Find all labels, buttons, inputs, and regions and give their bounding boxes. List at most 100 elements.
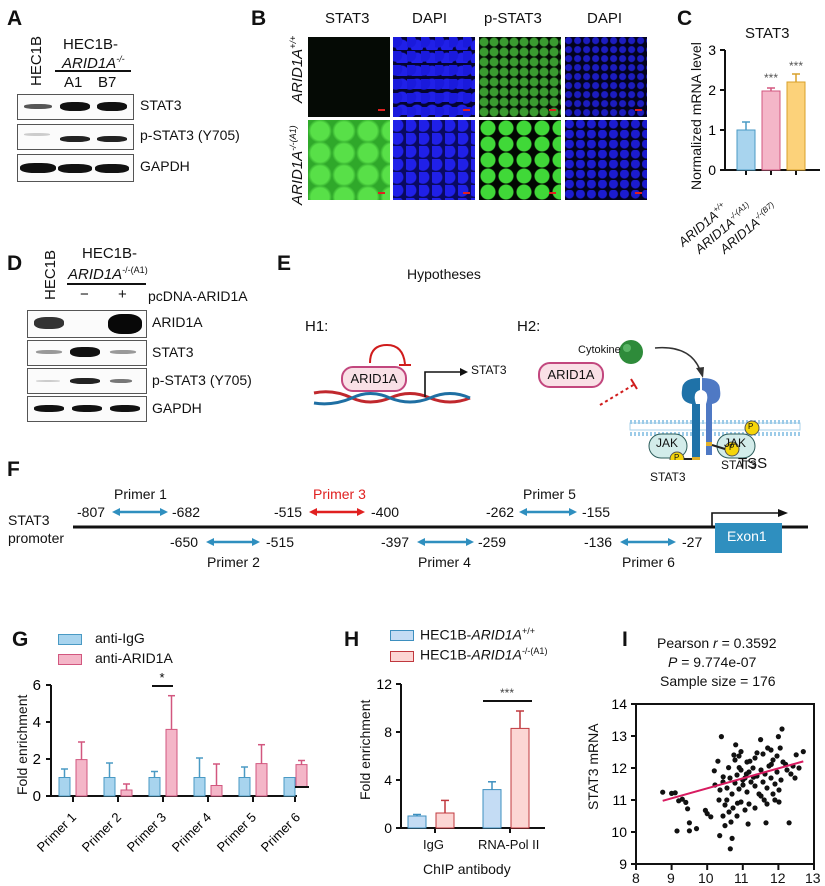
micrograph-pstat3-wt — [479, 37, 561, 117]
svg-text:8: 8 — [384, 724, 392, 740]
blot-row-label: GAPDH — [152, 400, 202, 416]
primer-1-end: -682 — [172, 504, 201, 520]
phospho-marker: P — [729, 443, 735, 452]
p-value-stat: P = 9.774e-07 — [668, 654, 757, 670]
svg-text:12: 12 — [376, 676, 392, 692]
column-header: DAPI — [587, 10, 623, 27]
legend-label: anti-ARID1A — [95, 650, 173, 666]
legend-label-wt: HEC1B-ARID1A+/+ — [420, 626, 535, 643]
lane-header-hec1b: HEC1B — [28, 35, 45, 86]
blot-gapdh-a — [17, 154, 134, 182]
x-tick: 11 — [734, 870, 749, 886]
svg-text:12: 12 — [611, 760, 627, 776]
blot-row-label: p-STAT3 (Y705) — [140, 127, 240, 143]
blot-row-label: GAPDH — [140, 158, 190, 174]
blot-pstat3-a — [17, 124, 134, 150]
column-header: STAT3 — [325, 10, 370, 27]
pearson-r-stat: Pearson r = 0.3592 — [657, 635, 777, 651]
blot-pstat3-d — [27, 368, 147, 394]
blot-stat3-d — [27, 340, 147, 366]
x-axis-label: ChIP antibody — [423, 861, 511, 877]
treatment-plus: + — [118, 286, 127, 303]
svg-text:1: 1 — [708, 122, 716, 138]
panel-label-f: F — [7, 458, 20, 481]
primer-4-end: -259 — [478, 534, 507, 550]
svg-text:4: 4 — [33, 714, 41, 731]
svg-text:Primer 1: Primer 1 — [34, 810, 79, 855]
row-label-ko: ARID1A-/-(A1) — [288, 125, 306, 205]
legend-swatch-ko — [390, 651, 414, 662]
jak-left-label: JAK — [656, 436, 679, 450]
svg-text:***: *** — [764, 71, 778, 85]
svg-text:Primer 4: Primer 4 — [169, 810, 214, 855]
primer-1-start: -807 — [77, 504, 106, 520]
svg-text:10: 10 — [611, 824, 627, 840]
diagram-title: Hypotheses — [407, 266, 481, 282]
panel-label-h: H — [344, 628, 360, 651]
stat3-target-label: STAT3 — [471, 363, 507, 377]
column-header: DAPI — [412, 10, 448, 27]
x-tick: 8 — [632, 870, 640, 886]
primer-6-start: -136 — [584, 534, 613, 550]
panel-label-b: B — [251, 7, 267, 30]
treatment-label: pcDNA-ARID1A — [148, 288, 248, 304]
svg-text:3: 3 — [708, 42, 716, 58]
panel-label-i: I — [622, 628, 628, 651]
significance-stars: *** — [500, 686, 514, 700]
blot-row-label: STAT3 — [140, 97, 182, 113]
svg-text:Primer 5: Primer 5 — [214, 810, 259, 855]
svg-text:0: 0 — [384, 820, 392, 833]
legend-swatch-arid1a — [58, 654, 82, 665]
blot-stat3-a — [17, 94, 134, 120]
group-header-genotype: ARID1A-/- — [62, 54, 125, 72]
blot-arid1a-d — [27, 310, 147, 338]
scatter-plot-i: 9 10 11 12 13 14 — [611, 696, 815, 872]
chart-title: STAT3 — [745, 25, 790, 42]
exon1-label: Exon1 — [727, 528, 767, 544]
svg-text:0: 0 — [33, 788, 41, 805]
panel-label-e: E — [277, 252, 292, 275]
blot-row-label: ARID1A — [152, 314, 203, 330]
hypothesis-2-label: H2: — [517, 318, 541, 335]
primer-1-label: Primer 1 — [114, 486, 167, 502]
bar-chart-g: 0 2 4 6 * Primer 1 Primer 2 Primer 3 Pri… — [33, 670, 303, 855]
primer-6-label: Primer 6 — [622, 554, 675, 570]
legend-label-ko: HEC1B-ARID1A-/-(A1) — [420, 646, 548, 663]
promoter-label-line2: promoter — [8, 530, 65, 546]
treatment-minus: − — [80, 286, 89, 303]
phospho-marker: P — [674, 453, 680, 462]
bar-chart-g-tail — [295, 759, 309, 788]
svg-text:0: 0 — [708, 162, 716, 178]
promoter-label-line1: STAT3 — [8, 512, 50, 528]
row-label-wt: ARID1A+/+ — [288, 35, 306, 103]
primer-3-end: -400 — [371, 504, 400, 520]
micrograph-dapi2-wt — [565, 37, 647, 117]
primer-2-end: -515 — [266, 534, 295, 550]
legend-swatch-igg — [58, 634, 82, 645]
x-tick: 9 — [667, 870, 675, 886]
bar-chart-c: 0 1 2 3 *** *** — [708, 42, 820, 178]
primer-2-label: Primer 2 — [207, 554, 260, 570]
panel-label-g: G — [12, 628, 29, 651]
group-underline — [67, 283, 146, 285]
svg-text:11: 11 — [612, 792, 627, 808]
micrograph-dapi-wt — [393, 37, 475, 117]
blot-row-label: p-STAT3 (Y705) — [152, 372, 252, 388]
micrograph-stat3-ko — [308, 120, 390, 200]
x-tick: 10 — [698, 870, 714, 886]
group-header-line1: HEC1B- — [63, 36, 119, 53]
arid1a-protein-h2: ARID1A — [538, 362, 604, 388]
primer-3-label: Primer 3 — [313, 486, 366, 502]
lane-a1: A1 — [64, 74, 83, 91]
svg-text:9: 9 — [619, 856, 627, 872]
svg-text:Primer 6: Primer 6 — [258, 810, 303, 855]
svg-text:Primer 3: Primer 3 — [124, 810, 169, 855]
micrograph-pstat3-ko — [479, 120, 561, 200]
micrograph-dapi-ko — [393, 120, 475, 200]
x-category-rnapol: RNA-Pol II — [478, 837, 540, 852]
significance-star: * — [159, 670, 164, 685]
primer-6-end: -27 — [682, 534, 703, 550]
panel-label-a: A — [7, 7, 23, 30]
phospho-marker: P — [748, 422, 754, 431]
lane-header-hec1b: HEC1B — [42, 249, 59, 300]
